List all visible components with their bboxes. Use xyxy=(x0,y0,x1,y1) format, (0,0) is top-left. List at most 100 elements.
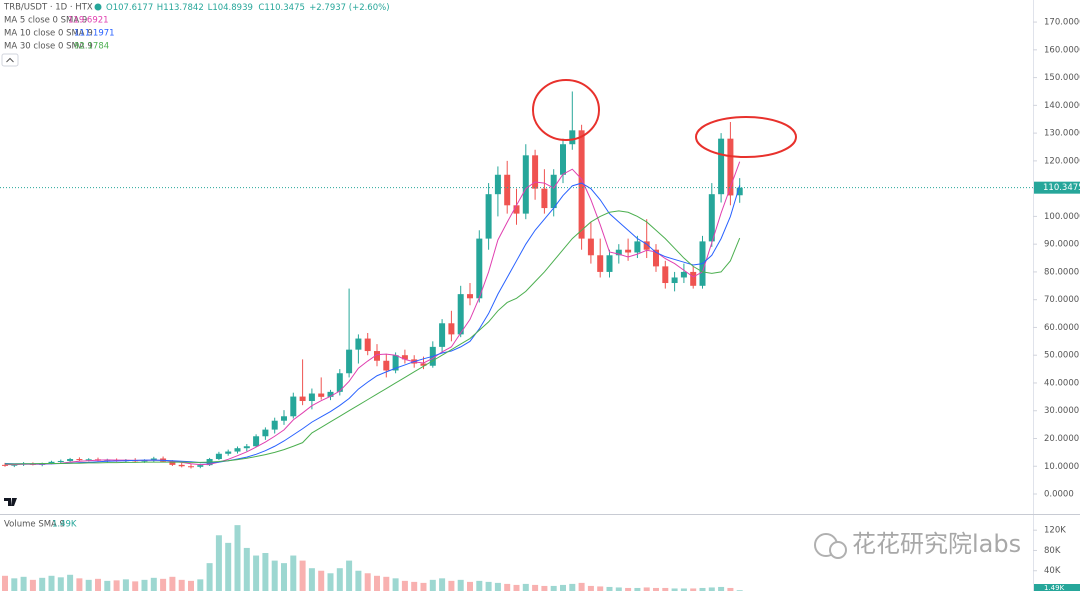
volume-bar xyxy=(485,581,492,591)
collapse-button[interactable] xyxy=(1,53,19,67)
y-tick-label: 80K xyxy=(1044,546,1061,556)
candle-body xyxy=(708,194,715,242)
volume-bar xyxy=(569,583,576,591)
candle-body xyxy=(643,241,650,250)
y-tick-label: 0.0000 xyxy=(1044,490,1074,500)
volume-bar xyxy=(727,587,734,591)
candle-body xyxy=(392,355,399,371)
candle-body xyxy=(513,205,520,214)
ohlc-value: +2.7937 (+2.60%) xyxy=(309,3,389,13)
volume-bar xyxy=(29,579,36,591)
volume-pane: 40K 80K 120K 1.49K xyxy=(2,525,1080,591)
y-tick-label: 40.0000 xyxy=(1044,378,1079,388)
candle-body xyxy=(587,238,594,256)
ma-line xyxy=(4,182,741,465)
candle-body xyxy=(532,155,539,189)
candle-body xyxy=(467,294,473,299)
volume-bar xyxy=(76,578,83,591)
volume-bar xyxy=(355,570,362,591)
candle-body xyxy=(439,323,446,347)
candle-body xyxy=(541,188,548,209)
volume-bar xyxy=(643,587,650,591)
last-price-badge xyxy=(1034,181,1080,194)
symbol-label: TRB/USDT · 1D · HTX xyxy=(3,3,93,13)
candle-body xyxy=(504,174,511,206)
volume-legend-name: Volume SMA 9 xyxy=(4,520,65,530)
candle-body xyxy=(76,459,83,461)
volume-bar xyxy=(169,576,176,591)
volume-bar xyxy=(587,585,594,591)
ma-legend-value: 92.1784 xyxy=(74,42,109,52)
y-tick-label: 80.0000 xyxy=(1044,267,1079,277)
volume-bar xyxy=(85,579,92,591)
last-price-label: 110.3475 xyxy=(1043,183,1080,193)
candle-body xyxy=(57,460,64,462)
watermark: 花花研究院labs xyxy=(814,530,1021,559)
candle-body xyxy=(476,238,483,299)
candle-body xyxy=(690,271,697,286)
candle-body xyxy=(374,351,380,361)
volume-bar xyxy=(374,575,380,591)
volume-bar xyxy=(467,581,473,591)
volume-bar xyxy=(39,577,46,591)
volume-bar xyxy=(513,584,520,591)
candle-body xyxy=(299,396,306,402)
candle-body xyxy=(457,294,464,335)
volume-bar xyxy=(271,560,278,591)
candle-body xyxy=(560,144,566,175)
volume-bar xyxy=(104,580,111,591)
volume-bar xyxy=(364,573,371,591)
candle-body xyxy=(597,255,604,272)
candle-body xyxy=(271,420,278,430)
volume-badge xyxy=(1034,584,1080,591)
volume-bar xyxy=(615,587,622,591)
y-tick-label: 160.0000 xyxy=(1044,45,1080,55)
volume-bar xyxy=(215,535,222,591)
candle-body xyxy=(48,461,55,464)
volume-bar xyxy=(318,570,325,591)
volume-bar xyxy=(429,579,436,591)
volume-bar xyxy=(234,525,241,591)
volume-bar xyxy=(11,578,18,591)
volume-bar xyxy=(132,581,139,591)
candle-body xyxy=(364,338,371,352)
candle-body xyxy=(290,396,297,417)
volume-bar xyxy=(160,578,167,591)
volume-bar xyxy=(48,575,55,591)
candle-body xyxy=(234,448,241,452)
volume-bar xyxy=(281,563,287,591)
status-dot xyxy=(94,3,102,11)
volume-bar xyxy=(67,574,74,591)
candle-body xyxy=(569,130,576,145)
candle-body xyxy=(680,271,687,278)
candle-body xyxy=(522,155,529,214)
volume-bar xyxy=(383,576,390,591)
y-tick-label: 120.0000 xyxy=(1044,156,1080,166)
y-tick-label: 50.0000 xyxy=(1044,351,1079,361)
candle-body xyxy=(225,451,232,454)
ohlc-value: L104.8939 xyxy=(208,3,253,13)
candle-body xyxy=(262,429,269,437)
volume-bar xyxy=(532,584,539,591)
volume-legend-value: 1.49K xyxy=(52,520,77,530)
volume-bar xyxy=(299,560,306,591)
volume-bar xyxy=(290,555,297,591)
volume-bar xyxy=(494,582,501,591)
candle-body xyxy=(169,461,176,465)
volume-bar xyxy=(2,575,8,591)
candle-body xyxy=(736,187,743,196)
volume-bar xyxy=(20,576,27,591)
candle-body xyxy=(150,458,157,461)
candle-body xyxy=(401,355,408,360)
volume-bar xyxy=(653,587,659,591)
volume-bar xyxy=(560,584,566,591)
candle-body xyxy=(550,174,557,209)
y-tick-label: 170.0000 xyxy=(1044,18,1080,28)
volume-bar xyxy=(708,587,715,591)
volume-bar xyxy=(634,587,641,591)
candle-body xyxy=(336,373,343,392)
candle-body xyxy=(420,363,427,366)
y-tick-label: 60.0000 xyxy=(1044,323,1079,333)
